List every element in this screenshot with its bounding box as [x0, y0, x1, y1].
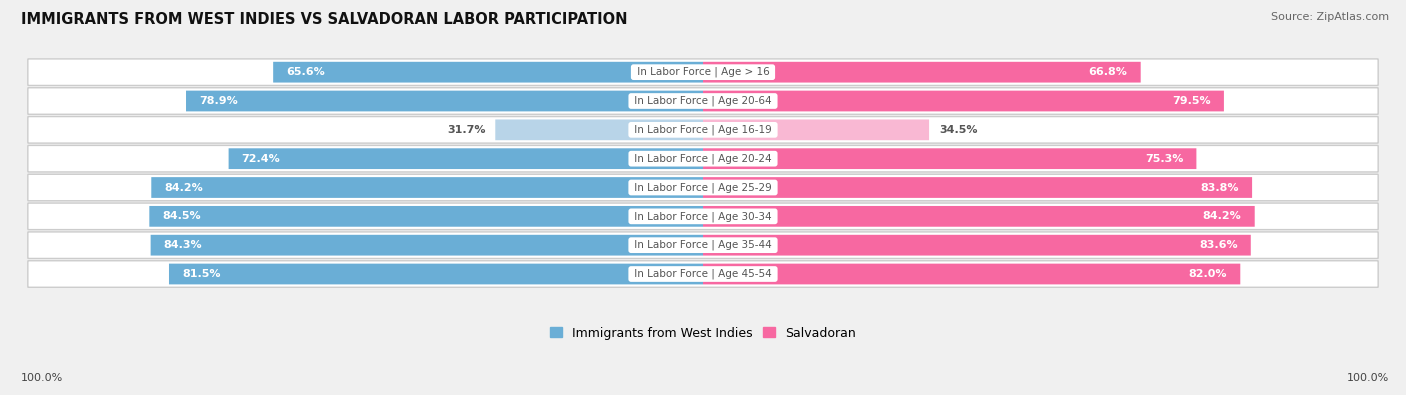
Text: 31.7%: 31.7%	[447, 125, 485, 135]
Text: 75.3%: 75.3%	[1144, 154, 1184, 164]
Text: 65.6%: 65.6%	[287, 67, 325, 77]
FancyBboxPatch shape	[28, 174, 1378, 201]
FancyBboxPatch shape	[703, 206, 1254, 227]
FancyBboxPatch shape	[703, 62, 1140, 83]
Text: Source: ZipAtlas.com: Source: ZipAtlas.com	[1271, 12, 1389, 22]
Text: In Labor Force | Age 30-34: In Labor Force | Age 30-34	[631, 211, 775, 222]
FancyBboxPatch shape	[703, 235, 1251, 256]
Text: In Labor Force | Age 20-24: In Labor Force | Age 20-24	[631, 153, 775, 164]
Text: 84.5%: 84.5%	[163, 211, 201, 221]
FancyBboxPatch shape	[273, 62, 703, 83]
FancyBboxPatch shape	[703, 263, 1240, 284]
FancyBboxPatch shape	[28, 203, 1378, 229]
Text: IMMIGRANTS FROM WEST INDIES VS SALVADORAN LABOR PARTICIPATION: IMMIGRANTS FROM WEST INDIES VS SALVADORA…	[21, 12, 627, 27]
Legend: Immigrants from West Indies, Salvadoran: Immigrants from West Indies, Salvadoran	[546, 323, 860, 343]
Text: 84.2%: 84.2%	[1204, 211, 1241, 221]
Text: In Labor Force | Age 25-29: In Labor Force | Age 25-29	[631, 182, 775, 193]
FancyBboxPatch shape	[703, 90, 1223, 111]
Text: 82.0%: 82.0%	[1188, 269, 1227, 279]
Text: 83.6%: 83.6%	[1199, 240, 1237, 250]
Text: 84.3%: 84.3%	[163, 240, 202, 250]
Text: 83.8%: 83.8%	[1201, 182, 1239, 192]
FancyBboxPatch shape	[28, 261, 1378, 287]
Text: 100.0%: 100.0%	[21, 373, 63, 383]
Text: 100.0%: 100.0%	[1347, 373, 1389, 383]
FancyBboxPatch shape	[152, 177, 703, 198]
Text: In Labor Force | Age 20-64: In Labor Force | Age 20-64	[631, 96, 775, 106]
FancyBboxPatch shape	[703, 148, 1197, 169]
FancyBboxPatch shape	[28, 232, 1378, 258]
FancyBboxPatch shape	[229, 148, 703, 169]
Text: 81.5%: 81.5%	[183, 269, 221, 279]
Text: In Labor Force | Age 16-19: In Labor Force | Age 16-19	[631, 124, 775, 135]
FancyBboxPatch shape	[28, 59, 1378, 85]
Text: In Labor Force | Age 35-44: In Labor Force | Age 35-44	[631, 240, 775, 250]
Text: 34.5%: 34.5%	[939, 125, 977, 135]
FancyBboxPatch shape	[703, 177, 1253, 198]
Text: 72.4%: 72.4%	[242, 154, 280, 164]
Text: 66.8%: 66.8%	[1088, 67, 1128, 77]
FancyBboxPatch shape	[28, 88, 1378, 114]
FancyBboxPatch shape	[28, 145, 1378, 172]
Text: 78.9%: 78.9%	[200, 96, 238, 106]
Text: 79.5%: 79.5%	[1173, 96, 1211, 106]
FancyBboxPatch shape	[149, 206, 703, 227]
FancyBboxPatch shape	[169, 263, 703, 284]
FancyBboxPatch shape	[186, 90, 703, 111]
Text: In Labor Force | Age > 16: In Labor Force | Age > 16	[634, 67, 772, 77]
FancyBboxPatch shape	[150, 235, 703, 256]
FancyBboxPatch shape	[495, 119, 703, 140]
FancyBboxPatch shape	[28, 117, 1378, 143]
Text: 84.2%: 84.2%	[165, 182, 202, 192]
Text: In Labor Force | Age 45-54: In Labor Force | Age 45-54	[631, 269, 775, 279]
FancyBboxPatch shape	[703, 119, 929, 140]
